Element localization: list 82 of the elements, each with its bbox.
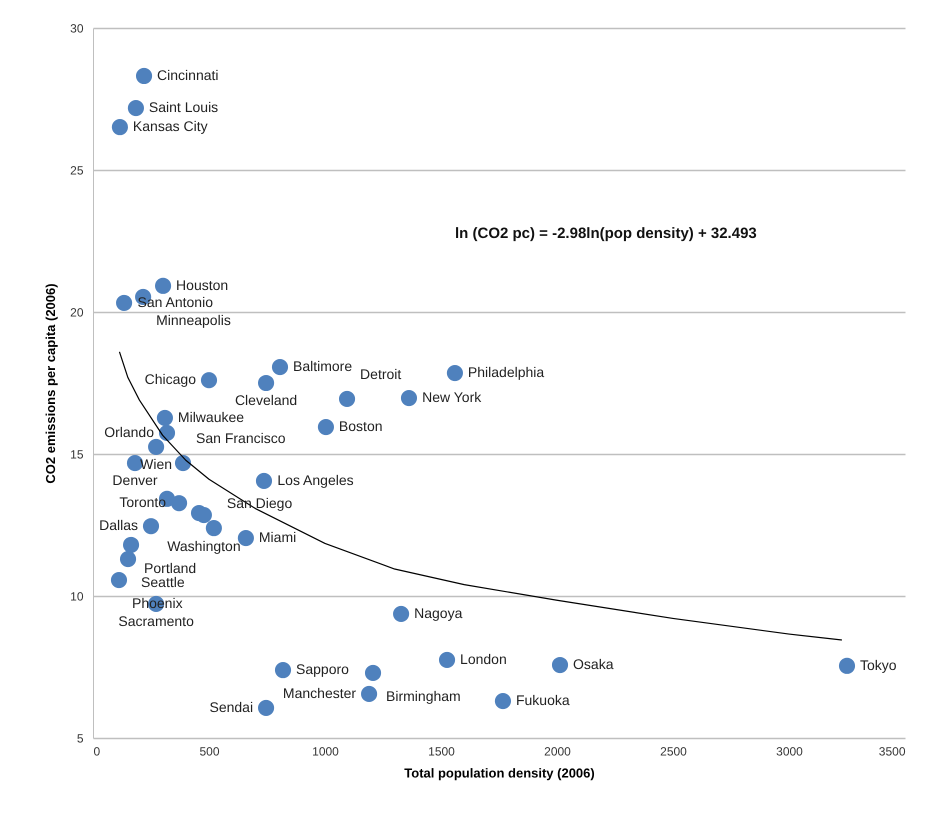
point [256, 472, 272, 490]
data-label: Denver [112, 472, 158, 488]
data-label: San Francisco [196, 430, 286, 446]
point [110, 572, 128, 588]
x-tick-label: 2500 [660, 744, 688, 758]
data-label: Saint Louis [148, 99, 218, 116]
x-tick-label: 2000 [544, 744, 572, 758]
data-label: Portland [144, 560, 196, 576]
y-tick-label: 20 [70, 306, 84, 320]
y-tick-label: 30 [70, 22, 84, 36]
data-label: San Antonio [137, 294, 214, 310]
y-tick-label: 15 [70, 448, 84, 462]
point [148, 438, 164, 455]
x-tick-label: 0 [94, 744, 100, 758]
point [171, 495, 188, 512]
data-label: Sendai [209, 698, 254, 715]
point [128, 100, 144, 116]
point [393, 606, 410, 622]
point [361, 686, 378, 702]
point [274, 662, 292, 678]
data-label: Los Angeles [277, 472, 354, 488]
x-tick-label: 3500 [878, 744, 906, 758]
x-axis-title: Total population density (2006) [404, 766, 595, 780]
x-tick-label: 1000 [312, 744, 340, 758]
data-label: Philadelphia [468, 364, 544, 380]
data-label: Dallas [99, 517, 138, 534]
point [258, 374, 274, 392]
point [258, 700, 274, 716]
data-label: Washington [167, 538, 241, 554]
data-label: Tokyo [860, 656, 897, 673]
y-axis-title: CO2 emissions per capita (2006) [43, 283, 58, 484]
data-label: Milwaukee [178, 408, 244, 425]
data-label: Chicago [144, 371, 196, 388]
data-label: Nagoya [414, 604, 463, 621]
data-label: Baltimore [292, 358, 352, 374]
y-tick-label: 10 [70, 590, 84, 604]
data-label: Detroit [360, 366, 402, 382]
data-label: Sapporo [296, 661, 350, 678]
point [400, 390, 418, 406]
data-label: Houston [176, 276, 228, 293]
point [446, 365, 463, 382]
data-label: Fukuoka [516, 692, 570, 708]
point [206, 520, 222, 536]
y-tick-label: 25 [70, 164, 84, 178]
point [156, 410, 173, 426]
point [364, 664, 382, 682]
point [116, 294, 132, 311]
data-label: Cincinnati [157, 66, 219, 83]
point [158, 424, 176, 442]
data-label: Orlando [104, 424, 154, 440]
point [120, 551, 136, 568]
point [200, 372, 218, 388]
y-tick-label: 5 [76, 732, 84, 746]
x-tick-label: 1500 [428, 744, 456, 758]
point [552, 656, 568, 674]
point [494, 693, 512, 710]
data-label: Sacramento [118, 612, 194, 629]
x-tick-label: 3000 [776, 744, 804, 758]
point [338, 390, 356, 407]
point [122, 536, 140, 553]
data-label: Cleveland [234, 392, 298, 408]
data-label: London [460, 650, 507, 667]
point [838, 658, 856, 674]
x-tick-label: 500 [199, 744, 220, 758]
point [142, 518, 160, 534]
point [155, 278, 172, 294]
data-label: Kansas City [132, 118, 208, 134]
point [272, 359, 288, 376]
data-label: New York [422, 389, 482, 406]
point [136, 68, 152, 84]
point [174, 455, 192, 472]
data-label: Miami [258, 529, 296, 546]
data-label: Minneapolis [156, 312, 231, 328]
data-label: Birmingham [386, 688, 461, 704]
data-label: Manchester [282, 684, 356, 701]
data-label: Seattle [141, 574, 185, 590]
annotation: ln (CO2 pc) = -2.98ln(pop density) + 32.493 [455, 225, 757, 242]
data-label: Boston [338, 418, 383, 434]
point [112, 119, 128, 136]
point [438, 652, 456, 668]
point [318, 418, 334, 436]
data-label: Osaka [573, 656, 614, 672]
